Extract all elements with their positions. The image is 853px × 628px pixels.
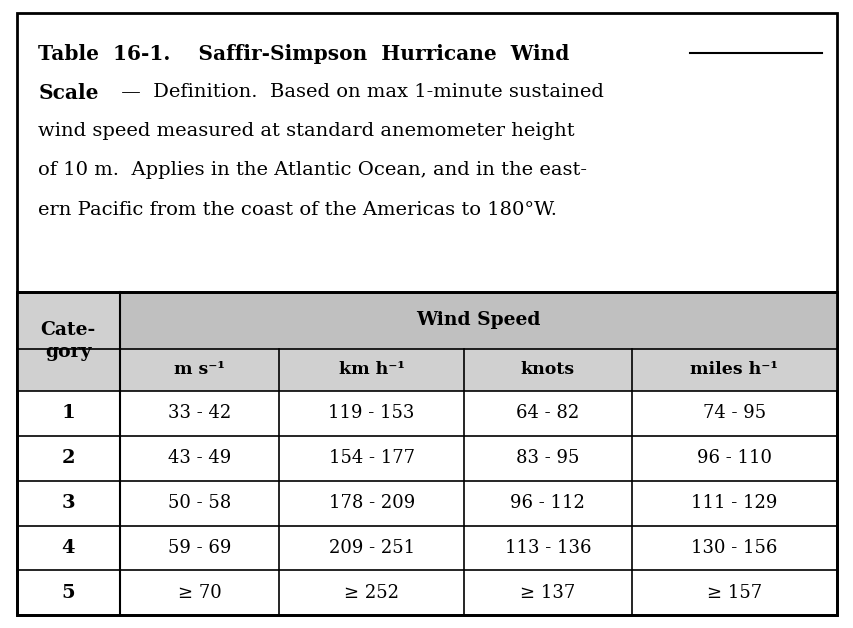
- Bar: [17, 292, 119, 391]
- Text: Table  16-1.    Saffir-Simpson  Hurricane  Wind: Table 16-1. Saffir-Simpson Hurricane Win…: [38, 44, 569, 64]
- Text: 178 - 209: 178 - 209: [328, 494, 415, 512]
- Text: knots: knots: [520, 361, 574, 378]
- Text: Cate-
gory: Cate- gory: [41, 322, 96, 362]
- Text: 130 - 156: 130 - 156: [690, 539, 777, 557]
- Text: 154 - 177: 154 - 177: [328, 449, 415, 467]
- Text: 5: 5: [61, 584, 75, 602]
- Text: ern Pacific from the coast of the Americas to 180°W.: ern Pacific from the coast of the Americ…: [38, 201, 557, 219]
- Text: km h⁻¹: km h⁻¹: [339, 361, 404, 378]
- Text: 4: 4: [61, 539, 75, 557]
- Bar: [279, 349, 463, 391]
- Text: Scale: Scale: [38, 83, 99, 103]
- Text: 1: 1: [61, 404, 75, 422]
- Text: 59 - 69: 59 - 69: [167, 539, 231, 557]
- Bar: [631, 349, 836, 391]
- Text: Wind Speed: Wind Speed: [415, 311, 540, 329]
- Bar: [119, 349, 279, 391]
- Text: 74 - 95: 74 - 95: [702, 404, 765, 422]
- Text: 3: 3: [61, 494, 75, 512]
- Text: 83 - 95: 83 - 95: [515, 449, 579, 467]
- Text: 64 - 82: 64 - 82: [516, 404, 579, 422]
- Text: 96 - 112: 96 - 112: [510, 494, 584, 512]
- Text: 33 - 42: 33 - 42: [168, 404, 231, 422]
- Text: ≥ 157: ≥ 157: [706, 584, 761, 602]
- Text: 113 - 136: 113 - 136: [504, 539, 590, 557]
- Text: of 10 m.  Applies in the Atlantic Ocean, and in the east-: of 10 m. Applies in the Atlantic Ocean, …: [38, 161, 587, 180]
- Text: 209 - 251: 209 - 251: [328, 539, 415, 557]
- Text: 119 - 153: 119 - 153: [328, 404, 415, 422]
- Bar: [119, 292, 836, 349]
- Text: ≥ 137: ≥ 137: [519, 584, 575, 602]
- Text: ≥ 252: ≥ 252: [344, 584, 398, 602]
- Text: wind speed measured at standard anemometer height: wind speed measured at standard anemomet…: [38, 122, 574, 140]
- Text: miles h⁻¹: miles h⁻¹: [689, 361, 778, 378]
- Text: m s⁻¹: m s⁻¹: [174, 361, 224, 378]
- Text: —  Definition.  Based on max 1-minute sustained: — Definition. Based on max 1-minute sust…: [115, 83, 603, 101]
- Text: 96 - 110: 96 - 110: [696, 449, 771, 467]
- Text: 111 - 129: 111 - 129: [690, 494, 777, 512]
- Bar: [463, 349, 631, 391]
- Text: 50 - 58: 50 - 58: [168, 494, 231, 512]
- Text: 43 - 49: 43 - 49: [168, 449, 231, 467]
- Bar: [17, 292, 836, 615]
- Text: ≥ 70: ≥ 70: [177, 584, 221, 602]
- Text: 2: 2: [61, 449, 75, 467]
